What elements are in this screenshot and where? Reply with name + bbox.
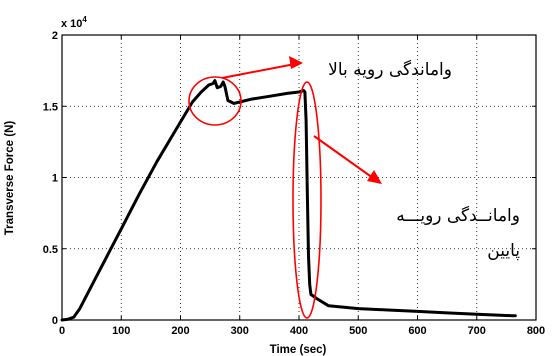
data-point	[514, 315, 516, 317]
data-point	[61, 319, 63, 321]
lower-failure-arrow	[313, 135, 381, 184]
lower-failure-ellipse	[292, 81, 322, 319]
data-point	[216, 87, 218, 89]
y-tick-label: 1.5	[43, 101, 58, 113]
data-point	[220, 85, 222, 87]
y-exponent-label: x 104	[61, 15, 87, 30]
data-point	[85, 296, 87, 298]
data-point	[96, 273, 99, 275]
lower-failure-arrowhead	[367, 170, 382, 184]
y-exponent-power: 4	[82, 15, 87, 24]
x-tick-label: 0	[59, 325, 65, 337]
data-point	[233, 102, 235, 104]
data-point	[286, 92, 288, 95]
data-point	[476, 313, 478, 315]
y-tick-label: 0.5	[43, 244, 58, 256]
data-point	[120, 228, 122, 230]
data-point	[208, 84, 210, 86]
data-point	[156, 161, 158, 163]
data-points	[61, 80, 516, 321]
data-point	[67, 318, 69, 320]
data-point	[304, 91, 306, 93]
upper-failure-arrowhead	[289, 56, 303, 69]
upper-failure-ellipse	[188, 76, 242, 126]
y-axis-label: Transverse Force (N)	[4, 121, 16, 236]
series-line-transverse-force	[60, 79, 517, 322]
data-point	[212, 82, 214, 85]
data-point	[446, 312, 448, 314]
upper-failure-arrow	[221, 62, 301, 79]
data-point	[316, 298, 318, 300]
data-point	[298, 91, 300, 93]
x-tick-label: 700	[468, 325, 486, 337]
x-tick-label: 100	[112, 325, 130, 337]
data-point	[511, 315, 513, 317]
data-point	[73, 316, 75, 318]
data-point	[493, 314, 496, 316]
x-tick-label: 800	[527, 325, 545, 337]
y-tick-label: 1	[52, 173, 58, 185]
data-point	[200, 91, 202, 93]
data-point	[303, 89, 305, 92]
data-point	[191, 101, 193, 103]
data-point	[306, 191, 308, 193]
x-tick-label: 400	[290, 325, 308, 337]
data-point	[251, 98, 253, 100]
x-tick-label: 300	[231, 325, 249, 337]
data-point	[173, 131, 176, 133]
data-point	[79, 308, 81, 310]
data-point	[268, 95, 270, 97]
data-point	[307, 255, 310, 257]
annotation-upper-failure: واماندگی رویه بالا	[328, 59, 452, 80]
annotation-lower-failure-line1: وامانــدگی رویـــه	[396, 205, 520, 226]
x-axis-label: Time (sec)	[270, 344, 327, 356]
annotation-lower-failure-line2: پایین	[487, 241, 520, 261]
data-point	[138, 194, 140, 196]
data-point	[222, 81, 224, 83]
data-point	[357, 308, 359, 310]
x-tick-label: 200	[171, 325, 189, 337]
data-point	[239, 101, 241, 103]
x-tick-label: 600	[408, 325, 426, 337]
data-point	[305, 119, 307, 122]
data-point	[309, 283, 311, 285]
x-tick-label: 500	[349, 325, 367, 337]
data-point	[224, 85, 226, 87]
y-tick-label: 0	[52, 315, 58, 327]
data-point	[227, 99, 229, 102]
data-point	[387, 309, 389, 311]
y-tick-label: 2	[52, 30, 58, 42]
data-point	[108, 251, 110, 253]
x-axis-ticks: 0 100 200 300 400 500 600 700 800	[59, 35, 545, 337]
data-point	[310, 293, 312, 295]
data-point	[416, 310, 419, 313]
data-point	[214, 80, 216, 82]
data-point	[328, 305, 330, 307]
